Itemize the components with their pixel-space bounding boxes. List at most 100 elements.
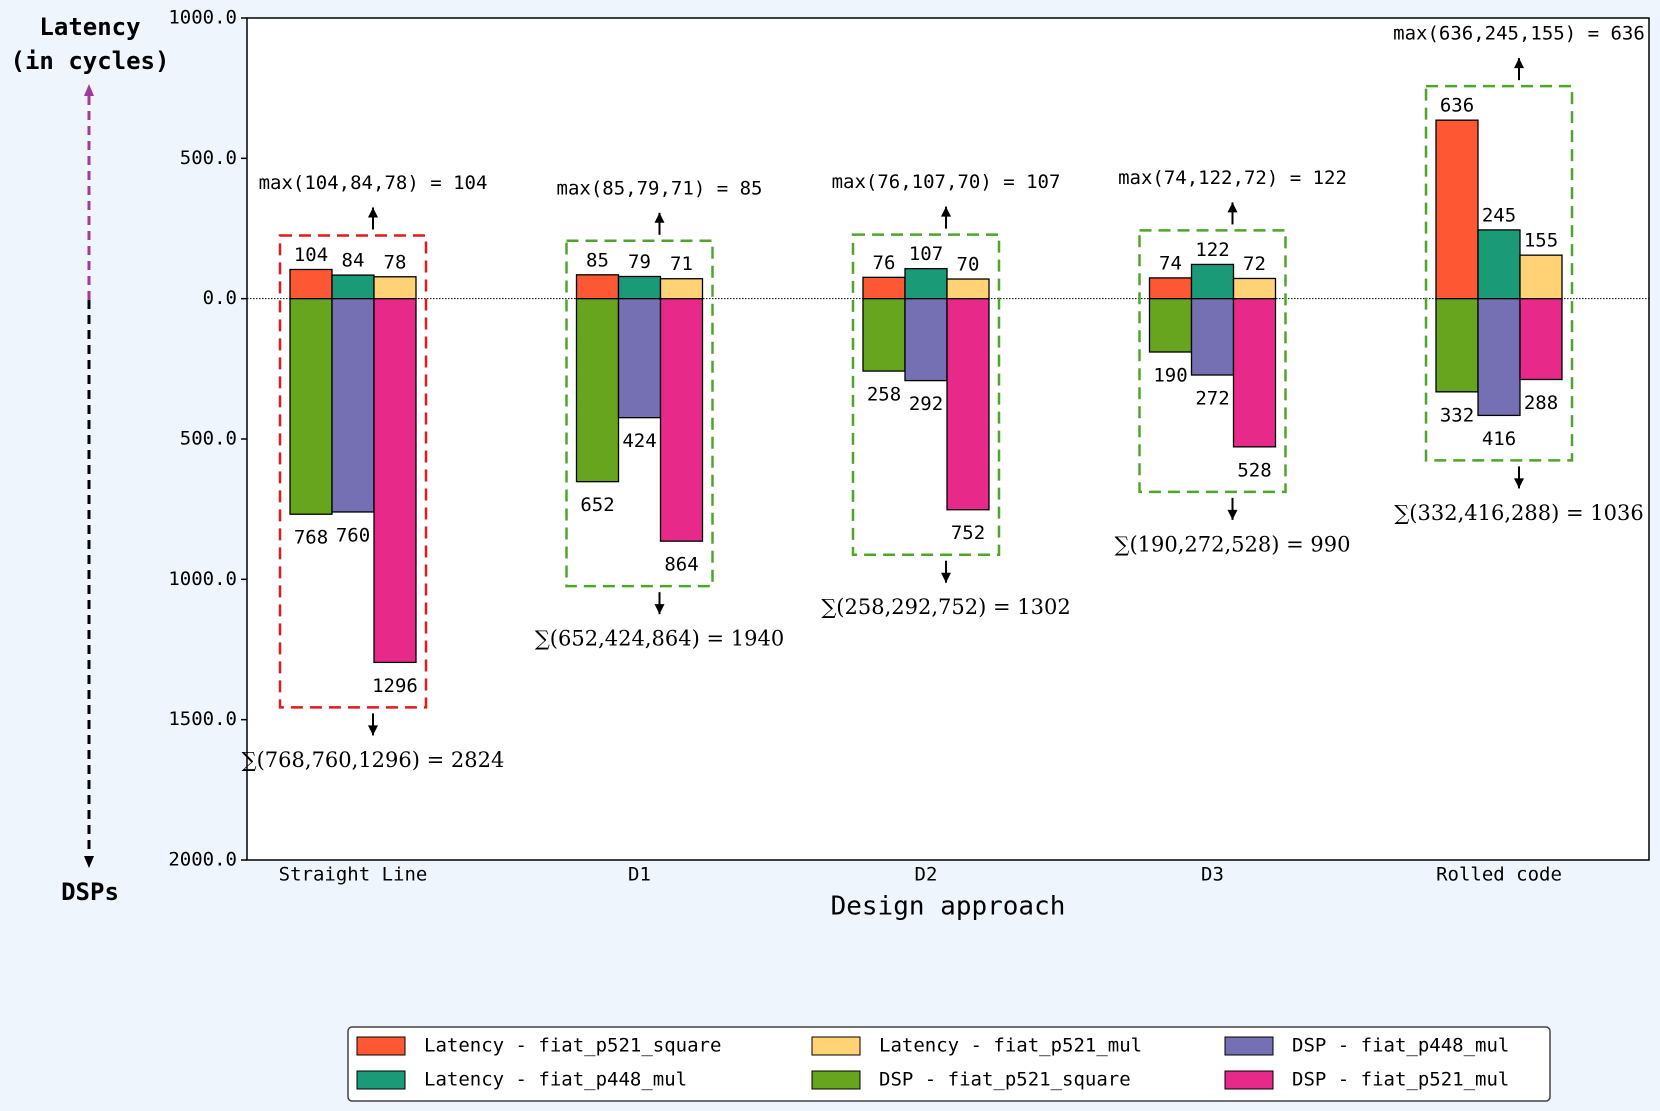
value-label: 292 — [909, 393, 943, 415]
bar — [1232, 298, 1277, 448]
y-label-up: (in cycles) — [11, 47, 170, 75]
legend-label: DSP - fiat_p521_square — [879, 1069, 1131, 1091]
value-label: 424 — [622, 430, 656, 452]
x-tick-label: Straight Line — [279, 864, 428, 886]
legend-label: Latency - fiat_p521_mul — [879, 1035, 1142, 1057]
value-label: 107 — [909, 243, 943, 265]
legend-swatch — [356, 1070, 406, 1090]
bar — [1232, 277, 1277, 300]
value-label: 332 — [1440, 404, 1474, 426]
value-label: 76 — [873, 252, 896, 274]
group-box — [851, 233, 1001, 556]
value-label: 1296 — [372, 675, 418, 697]
legend-label: Latency - fiat_p448_mul — [424, 1069, 687, 1091]
y-tick-label: 1000.0 — [168, 7, 237, 29]
max-label: max(85,79,71) = 85 — [557, 177, 763, 199]
bar — [1148, 277, 1193, 300]
group-box — [1138, 229, 1287, 494]
arrow-head — [1514, 478, 1524, 489]
bar — [1477, 229, 1521, 300]
value-label: 528 — [1237, 459, 1271, 481]
y-label-down: DSPs — [61, 878, 119, 906]
y-tick-label: 1000.0 — [168, 568, 237, 590]
value-label: 652 — [580, 494, 614, 516]
legend-swatch — [356, 1036, 406, 1056]
bar — [617, 298, 662, 419]
max-label: max(74,122,72) = 122 — [1118, 167, 1347, 189]
sum-label: ∑(332,416,288) = 1036 — [1394, 501, 1643, 525]
bar — [373, 298, 417, 664]
value-label: 78 — [384, 251, 407, 273]
value-label: 760 — [336, 524, 370, 546]
bar — [331, 274, 375, 300]
bar — [659, 298, 704, 542]
arrow-head — [941, 206, 951, 217]
bar — [575, 274, 620, 300]
x-tick-label: D1 — [628, 864, 651, 886]
bar — [1519, 298, 1563, 381]
x-axis-label: Design approach — [831, 892, 1066, 922]
arrow-head — [654, 604, 665, 615]
value-label: 72 — [1243, 253, 1266, 275]
x-tick-label: Rolled code — [1436, 864, 1562, 886]
value-label: 70 — [957, 254, 980, 276]
value-label: 288 — [1524, 392, 1558, 414]
value-label: 416 — [1482, 428, 1516, 450]
up-arrow-head — [84, 84, 94, 96]
x-tick-label: D2 — [915, 864, 938, 886]
max-label: max(76,107,70) = 107 — [832, 171, 1061, 193]
value-label: 84 — [342, 250, 365, 272]
arrow-head — [1227, 509, 1238, 520]
legend-label: DSP - fiat_p448_mul — [1292, 1035, 1509, 1057]
value-label: 79 — [628, 251, 651, 273]
bar — [373, 276, 417, 300]
bar — [1519, 254, 1563, 300]
y-tick-label: 1500.0 — [168, 708, 237, 730]
bar — [946, 298, 990, 511]
sum-label: ∑(258,292,752) = 1302 — [821, 595, 1070, 619]
arrow-head — [941, 572, 951, 583]
legend-swatch — [1224, 1036, 1274, 1056]
arrow-head — [1227, 202, 1238, 213]
arrow-head — [1514, 58, 1524, 69]
arrow-head — [368, 207, 378, 218]
max-label: max(104,84,78) = 104 — [259, 172, 488, 194]
sum-label: ∑(190,272,528) = 990 — [1114, 532, 1350, 556]
value-label: 190 — [1153, 364, 1187, 386]
bar — [659, 278, 704, 300]
down-arrow-head — [84, 856, 94, 868]
value-label: 85 — [586, 249, 609, 271]
legend-swatch — [811, 1036, 861, 1056]
value-label: 258 — [867, 384, 901, 406]
group-box — [278, 234, 428, 709]
y-tick-label: 500.0 — [180, 147, 237, 169]
value-label: 122 — [1195, 239, 1229, 261]
legend-swatch — [811, 1070, 861, 1090]
legend-label: Latency - fiat_p521_square — [424, 1035, 721, 1057]
x-tick-label: D3 — [1201, 864, 1224, 886]
value-label: 864 — [664, 554, 698, 576]
value-label: 104 — [294, 244, 328, 266]
sum-label: ∑(652,424,864) = 1940 — [535, 627, 784, 651]
bar — [862, 276, 906, 300]
sum-label: ∑(768,760,1296) = 2824 — [242, 748, 505, 772]
legend-swatch — [1224, 1070, 1274, 1090]
value-label: 272 — [1195, 388, 1229, 410]
value-label: 768 — [294, 527, 328, 549]
bar — [1477, 298, 1521, 417]
bar — [289, 268, 333, 300]
max-label: max(636,245,155) = 636 — [1393, 23, 1645, 45]
y-label-up: Latency — [39, 13, 140, 41]
value-label: 71 — [670, 253, 693, 275]
bar — [1148, 298, 1193, 353]
bar — [575, 298, 620, 483]
bar — [617, 275, 662, 300]
y-tick-label: 500.0 — [180, 428, 237, 450]
value-label: 752 — [951, 522, 985, 544]
arrow-head — [654, 212, 665, 223]
group-box — [1424, 84, 1574, 462]
bar — [1190, 298, 1235, 376]
bar — [946, 278, 990, 300]
